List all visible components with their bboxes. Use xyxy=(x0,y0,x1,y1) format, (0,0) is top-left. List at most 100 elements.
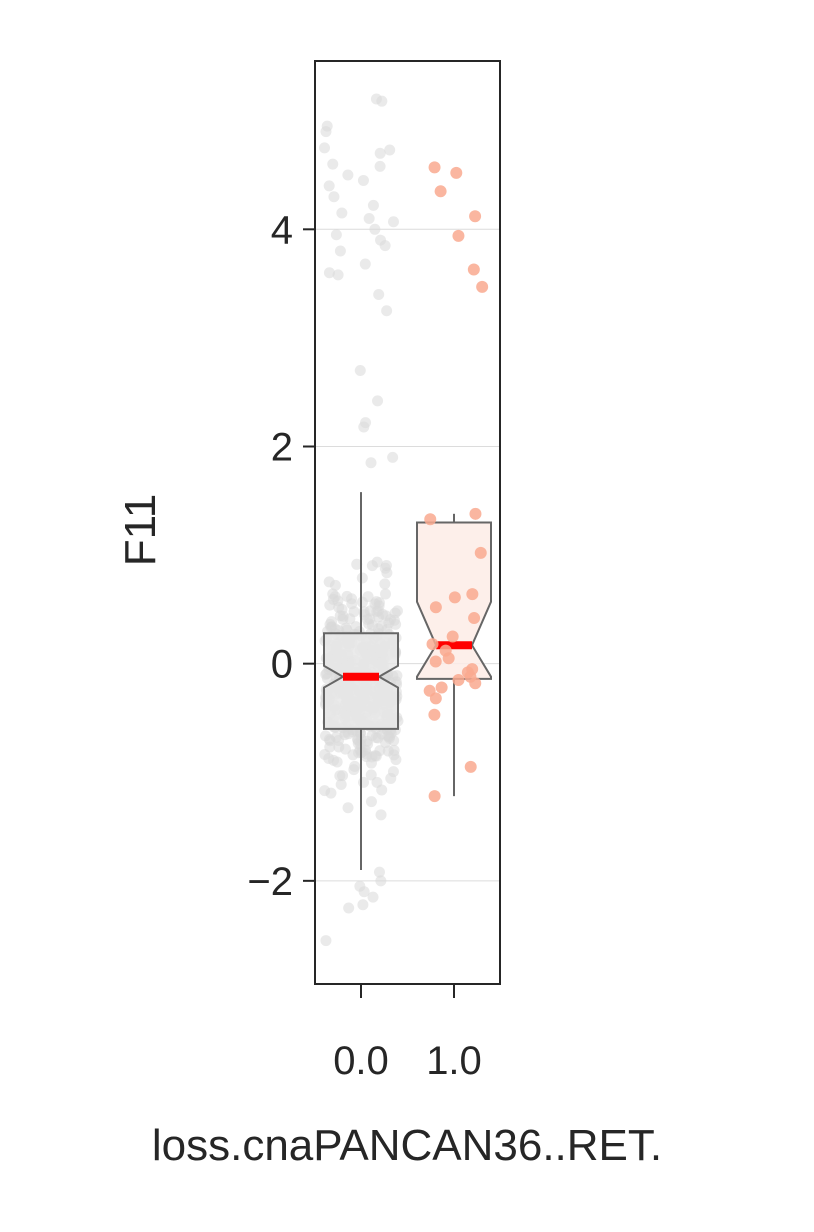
data-point xyxy=(328,754,340,766)
data-point xyxy=(464,760,477,773)
data-point xyxy=(373,288,385,300)
data-point xyxy=(323,180,335,192)
data-point xyxy=(380,588,392,600)
data-point xyxy=(346,593,358,605)
data-point xyxy=(468,612,481,625)
data-point xyxy=(361,614,373,626)
data-point xyxy=(327,158,339,170)
data-point xyxy=(428,790,441,803)
data-point xyxy=(332,269,344,281)
data-point xyxy=(434,185,447,198)
data-point xyxy=(452,673,465,686)
data-point xyxy=(448,591,461,604)
data-point xyxy=(369,223,381,235)
data-point xyxy=(324,618,336,630)
data-point xyxy=(334,245,346,257)
data-point xyxy=(426,638,439,651)
y-tick-label: 0 xyxy=(271,643,293,687)
data-point xyxy=(320,126,332,138)
data-point xyxy=(384,144,396,156)
data-point xyxy=(320,935,332,947)
data-point xyxy=(366,560,378,572)
notched-box xyxy=(323,632,399,730)
data-point xyxy=(358,776,370,788)
data-point xyxy=(351,558,363,570)
x-axis-label: loss.cnaPANCAN36..RET. xyxy=(152,1121,662,1170)
data-point xyxy=(380,610,392,622)
data-point xyxy=(343,902,355,914)
data-point xyxy=(469,677,482,690)
data-point xyxy=(371,776,383,788)
data-point xyxy=(319,785,331,797)
data-point xyxy=(379,578,391,590)
group-0-box xyxy=(323,492,399,870)
data-point xyxy=(323,267,335,279)
data-point xyxy=(391,670,403,682)
data-point xyxy=(365,457,377,469)
data-point xyxy=(363,212,375,224)
y-tick-label: 2 xyxy=(271,425,293,469)
data-point xyxy=(387,766,399,778)
data-point xyxy=(365,796,377,808)
data-point xyxy=(388,744,400,756)
data-point xyxy=(349,760,361,772)
data-point xyxy=(429,655,442,668)
data-point xyxy=(474,546,487,559)
data-point xyxy=(381,305,393,317)
data-point xyxy=(476,280,489,293)
data-point xyxy=(391,605,403,617)
data-point xyxy=(369,598,381,610)
data-point xyxy=(374,745,386,757)
y-axis-label: F11 xyxy=(116,494,165,567)
data-point xyxy=(374,160,386,172)
data-point xyxy=(376,620,388,632)
data-point xyxy=(387,451,399,463)
data-point xyxy=(358,886,370,898)
data-point xyxy=(469,210,482,223)
data-point xyxy=(429,692,442,705)
data-point xyxy=(429,601,442,614)
data-point xyxy=(330,229,342,241)
data-point xyxy=(442,652,455,665)
data-point xyxy=(342,169,354,181)
data-point xyxy=(358,421,370,433)
data-point xyxy=(446,630,459,643)
data-point xyxy=(323,576,335,588)
data-point xyxy=(337,610,349,622)
plot-frame xyxy=(314,60,501,985)
data-point xyxy=(450,166,463,179)
data-point xyxy=(379,562,391,574)
data-point xyxy=(354,364,366,376)
data-point xyxy=(467,263,480,276)
data-point xyxy=(367,199,379,211)
data-point xyxy=(357,174,369,186)
data-point xyxy=(356,572,368,584)
data-point xyxy=(342,802,354,814)
data-point xyxy=(366,751,378,763)
data-point xyxy=(435,681,448,694)
data-point xyxy=(375,809,387,821)
data-point xyxy=(335,779,347,791)
data-point xyxy=(428,708,441,721)
data-point xyxy=(428,161,441,174)
data-point xyxy=(365,769,377,781)
data-point xyxy=(379,240,391,252)
data-point xyxy=(374,147,386,159)
data-point xyxy=(323,733,335,745)
data-point xyxy=(388,614,400,626)
data-point xyxy=(388,216,400,228)
data-point xyxy=(328,191,340,203)
data-point xyxy=(340,622,352,634)
data-point xyxy=(333,601,345,613)
data-point xyxy=(367,891,379,903)
data-point xyxy=(324,599,336,611)
y-tick-label: −2 xyxy=(247,860,293,904)
data-point xyxy=(424,513,437,526)
x-axis: 0.0 1.0 xyxy=(333,984,482,1083)
data-point xyxy=(334,770,346,782)
data-point xyxy=(362,591,374,603)
data-point xyxy=(373,866,385,878)
y-tick-label: 4 xyxy=(271,208,293,252)
data-point xyxy=(469,507,482,520)
